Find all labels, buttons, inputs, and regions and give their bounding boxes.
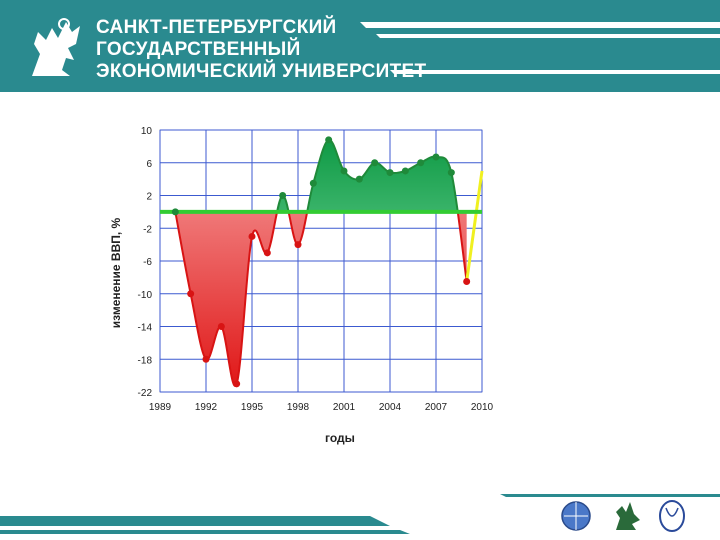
x-tick-label: 2010 — [471, 402, 494, 413]
data-point — [202, 355, 210, 363]
y-axis-label: изменение ВВП, % — [109, 217, 123, 328]
title-line-1: САНКТ-ПЕТЕРБУРГСКИЙ — [96, 17, 337, 38]
title-line-3: ЭКОНОМИЧЕСКИЙ УНИВЕРСИТЕТ — [96, 61, 427, 82]
data-point — [263, 249, 271, 257]
y-tick-label: 6 — [146, 159, 152, 170]
y-tick-label: -6 — [143, 257, 152, 268]
data-point — [248, 232, 256, 240]
partner-logos — [561, 500, 685, 532]
footer-stripes — [0, 494, 720, 534]
globe-logo-icon — [561, 501, 591, 531]
y-tick-label: -18 — [138, 355, 153, 366]
data-point — [294, 241, 302, 249]
university-title: САНКТ-ПЕТЕРБУРГСКИЙ ГОСУДАРСТВЕННЫЙ ЭКОН… — [96, 17, 426, 83]
data-point — [187, 290, 195, 298]
y-tick-label: 10 — [141, 126, 153, 137]
data-point — [355, 175, 363, 183]
negative-area — [175, 211, 467, 386]
tick-layer: 10 6 2 -2 -6 -10 -14 -18 -22 1989 1992 1995 1998 2001… — [138, 126, 494, 413]
x-tick-label: 1992 — [195, 402, 218, 413]
data-point — [217, 323, 225, 330]
point-layer — [171, 136, 471, 388]
x-tick-label: 1998 — [287, 402, 310, 413]
gdp-chart-svg: 10 6 2 -2 -6 -10 -14 -18 -22 1989 1992 1995 1998 2001… — [100, 108, 548, 448]
griffin-small-logo-icon — [616, 502, 640, 530]
y-tick-label: -14 — [138, 323, 153, 334]
emblem-logo-icon — [659, 500, 685, 532]
x-tick-label: 2004 — [379, 402, 402, 413]
y-tick-label: -22 — [138, 388, 153, 399]
y-tick-label: 2 — [146, 192, 152, 203]
projection-line — [465, 170, 484, 282]
y-tick-label: -2 — [143, 224, 152, 235]
data-point — [340, 167, 348, 175]
y-tick-label: -10 — [138, 290, 153, 301]
x-axis-label: годы — [325, 431, 355, 445]
data-point — [279, 192, 287, 199]
gdp-chart: 10 6 2 -2 -6 -10 -14 -18 -22 1989 1992 1995 1998 2001… — [100, 108, 548, 448]
x-tick-label: 2001 — [333, 402, 356, 413]
data-point — [401, 167, 409, 175]
positive-area — [175, 139, 467, 212]
data-point — [233, 380, 241, 388]
data-point — [432, 153, 440, 161]
area-layer — [175, 139, 467, 386]
data-point — [463, 277, 471, 285]
x-tick-label: 1989 — [149, 402, 172, 413]
title-line-2: ГОСУДАРСТВЕННЫЙ — [96, 39, 301, 60]
data-point — [325, 136, 333, 144]
x-tick-label: 2007 — [425, 402, 448, 413]
data-point — [371, 159, 379, 167]
griffin-logo-icon — [32, 18, 80, 76]
data-point — [417, 159, 425, 167]
data-point — [447, 169, 455, 177]
x-tick-label: 1995 — [241, 402, 264, 413]
data-point — [386, 169, 394, 177]
data-point — [309, 179, 317, 187]
header-stripes — [360, 22, 720, 74]
header-banner: САНКТ-ПЕТЕРБУРГСКИЙ ГОСУДАРСТВЕННЫЙ ЭКОН… — [0, 0, 720, 92]
data-point — [171, 208, 179, 216]
